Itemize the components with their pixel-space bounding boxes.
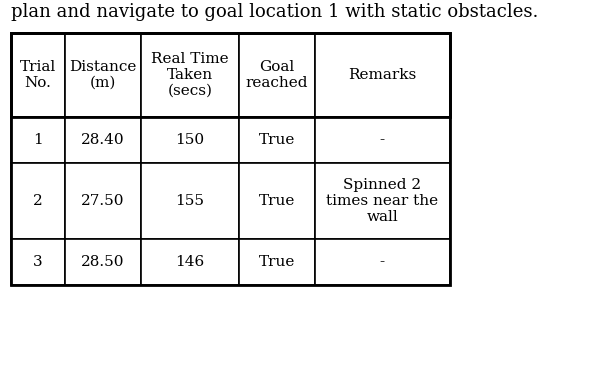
Bar [141,163,239,239]
Text: 1: 1 [33,133,43,147]
Text: -: - [380,255,385,269]
Text: 27.50: 27.50 [81,194,125,208]
Text: 2: 2 [33,194,43,208]
Text: Distance
(m): Distance (m) [69,60,137,90]
Bar [314,163,450,239]
Bar [65,163,141,239]
Bar [65,239,141,285]
Text: plan and navigate to goal location 1 with static obstacles.: plan and navigate to goal location 1 wit… [11,3,538,21]
Text: True: True [258,194,295,208]
Text: 155: 155 [175,194,204,208]
Bar [314,117,450,163]
Bar [11,33,65,117]
Bar [141,33,239,117]
Bar [65,117,141,163]
Text: Trial
No.: Trial No. [20,60,56,90]
Text: 28.50: 28.50 [81,255,125,269]
Bar [11,163,65,239]
Text: Goal
reached: Goal reached [246,60,308,90]
Bar [314,239,450,285]
Text: -: - [380,133,385,147]
Bar [11,239,65,285]
Bar [314,33,450,117]
Bar [239,117,314,163]
Text: 146: 146 [175,255,204,269]
Text: Remarks: Remarks [348,68,416,82]
Bar [239,163,314,239]
Bar [239,33,314,117]
Bar [141,117,239,163]
Text: 150: 150 [175,133,204,147]
Bar [239,239,314,285]
Bar [11,33,450,285]
Bar [65,33,141,117]
Text: 28.40: 28.40 [81,133,125,147]
Text: True: True [258,133,295,147]
Bar [141,239,239,285]
Text: Spinned 2
times near the
wall: Spinned 2 times near the wall [326,178,438,224]
Text: True: True [258,255,295,269]
Bar [11,33,450,117]
Bar [11,117,65,163]
Text: 3: 3 [33,255,43,269]
Text: Real Time
Taken
(secs): Real Time Taken (secs) [151,52,229,98]
